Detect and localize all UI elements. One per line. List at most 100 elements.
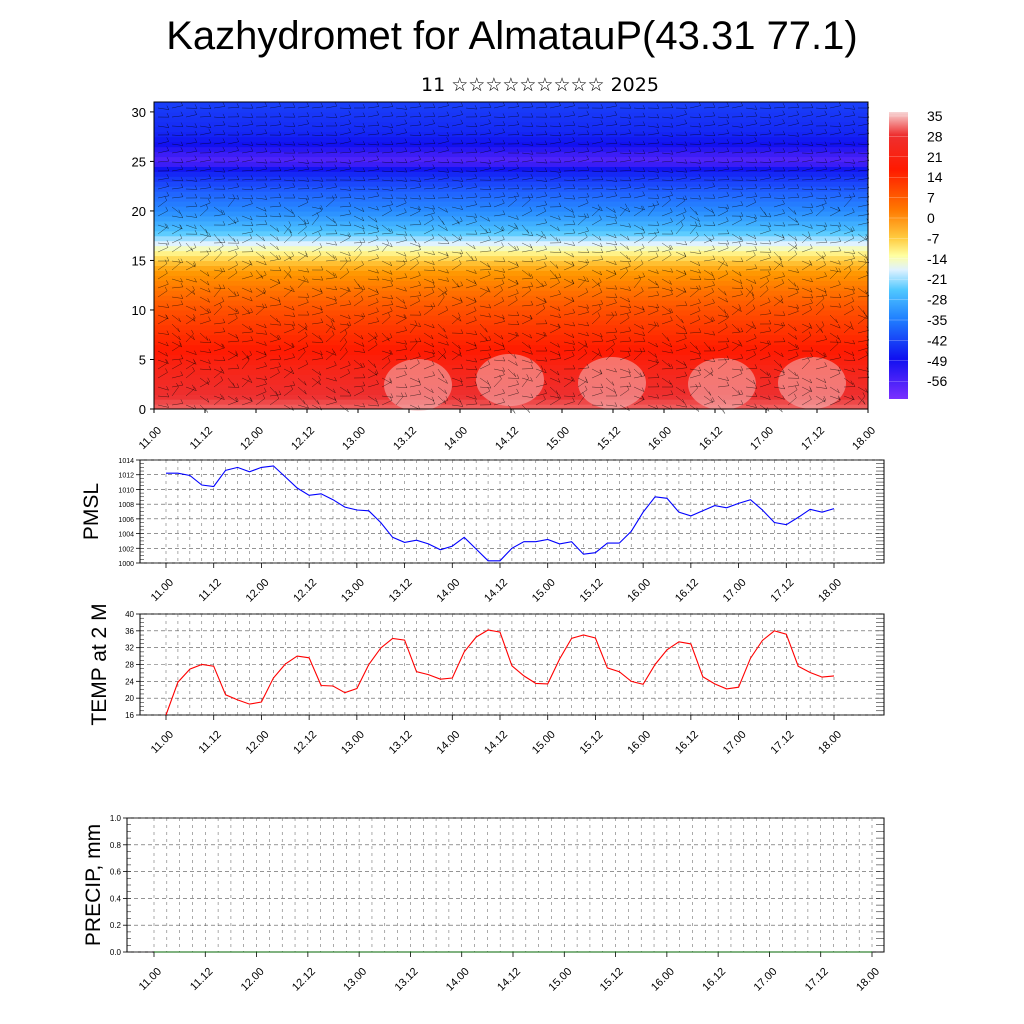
wind-barb-flag <box>754 364 758 369</box>
wind-barb-flag <box>359 248 362 254</box>
wind-barb <box>269 349 281 352</box>
wind-barb-flag <box>530 300 534 306</box>
wind-barb <box>339 314 351 320</box>
wind-barb <box>381 353 392 361</box>
wind-barb <box>269 151 281 154</box>
wind-barb <box>591 292 603 298</box>
wind-barb <box>759 242 771 245</box>
wind-barb <box>745 337 757 343</box>
wind-barb <box>311 152 323 154</box>
wind-barb-flag <box>782 235 785 240</box>
wind-barb-flag <box>655 252 659 257</box>
wind-barb <box>577 196 589 199</box>
wind-barb <box>773 213 785 217</box>
wind-barb-flag <box>544 149 548 154</box>
wind-barb <box>787 332 798 340</box>
wind-barb <box>689 225 698 235</box>
wind-barb <box>437 287 447 295</box>
wind-barb-flag <box>500 286 503 291</box>
wind-barb-flag <box>558 158 562 163</box>
wind-barb-flag <box>516 289 519 294</box>
wind-barb-flag <box>530 359 533 364</box>
wind-barb-flag <box>487 386 491 392</box>
wind-barb <box>521 318 532 325</box>
wind-barb <box>465 178 477 181</box>
wind-barb-flag <box>572 340 575 345</box>
wind-barb-flag <box>264 270 267 276</box>
wind-barb-flag <box>488 270 491 276</box>
wind-barb <box>269 278 281 284</box>
wind-barb <box>423 238 435 244</box>
wind-barb <box>227 233 236 243</box>
wind-barb <box>675 291 686 298</box>
wind-barb <box>395 179 407 182</box>
wind-barb-flag <box>460 177 464 182</box>
wind-barb <box>283 328 295 334</box>
wind-barb <box>773 386 785 390</box>
wind-barb-flag <box>306 293 310 298</box>
wind-barb <box>437 352 446 361</box>
wind-barb-flag <box>414 238 417 244</box>
wind-barb-flag <box>782 194 786 199</box>
wind-barb <box>619 196 631 199</box>
wind-barb <box>549 187 561 190</box>
wind-barb-flag <box>628 336 632 342</box>
wind-barb-flag <box>835 339 839 344</box>
wind-barb-flag <box>628 149 632 154</box>
wind-barb-flag <box>684 301 688 306</box>
wind-barb-flag <box>698 268 701 274</box>
wind-barb-flag <box>781 262 784 268</box>
wind-barb-flag <box>362 373 366 378</box>
wind-barb <box>829 269 841 273</box>
temperature-band <box>154 126 868 133</box>
wind-barb <box>269 143 281 146</box>
wind-barb-flag <box>712 397 715 402</box>
wind-barb <box>647 325 657 334</box>
wind-barb <box>759 404 770 412</box>
wind-barb-flag <box>740 112 744 117</box>
wind-barb-flag <box>194 138 198 143</box>
wind-barb-flag <box>233 219 237 224</box>
wind-barb-flag <box>712 176 716 181</box>
wind-barb-flag <box>712 211 716 216</box>
colorbar-label: 0 <box>927 210 935 226</box>
wind-barb-flag <box>810 192 814 197</box>
wind-barb <box>521 177 533 181</box>
y-tick-label: 40 <box>125 610 134 619</box>
wind-barb-flag <box>222 158 226 163</box>
wind-barb <box>563 283 575 289</box>
wind-barb-flag <box>656 394 659 399</box>
wind-barb <box>367 311 379 316</box>
wind-barb-flag <box>726 337 730 342</box>
wind-barb <box>479 239 491 244</box>
wind-barb-flag <box>502 345 506 350</box>
wind-barb-flag <box>474 182 478 188</box>
wind-barb <box>689 404 699 412</box>
wind-barb-flag <box>656 228 660 233</box>
wind-barb-flag <box>793 210 797 215</box>
wind-barb-flag <box>712 255 716 260</box>
wind-barb-flag <box>292 164 295 169</box>
wind-barb-flag <box>794 393 797 398</box>
wind-barb <box>339 251 351 256</box>
wind-barb-flag <box>710 367 714 372</box>
wind-barb-flag <box>445 226 448 231</box>
wind-barb <box>269 106 281 109</box>
wind-barb-flag <box>166 156 170 162</box>
temperature-band <box>154 230 868 237</box>
wind-barb <box>675 211 687 217</box>
x-tick-label: 15.12 <box>578 729 606 757</box>
wind-barb <box>591 170 603 173</box>
wind-barb-flag <box>376 379 379 385</box>
wind-barb <box>157 195 169 199</box>
wind-barb <box>577 125 589 128</box>
wind-barb <box>787 160 799 163</box>
wind-barb <box>647 232 659 235</box>
x-tick-label: 13.12 <box>387 729 415 757</box>
wind-barb-flag <box>502 317 505 322</box>
wind-barb-flag <box>810 208 813 213</box>
wind-barb-flag <box>222 174 226 179</box>
wind-barb-flag <box>431 396 435 401</box>
wind-barb-flag <box>835 267 838 272</box>
wind-barb-flag <box>303 347 306 352</box>
